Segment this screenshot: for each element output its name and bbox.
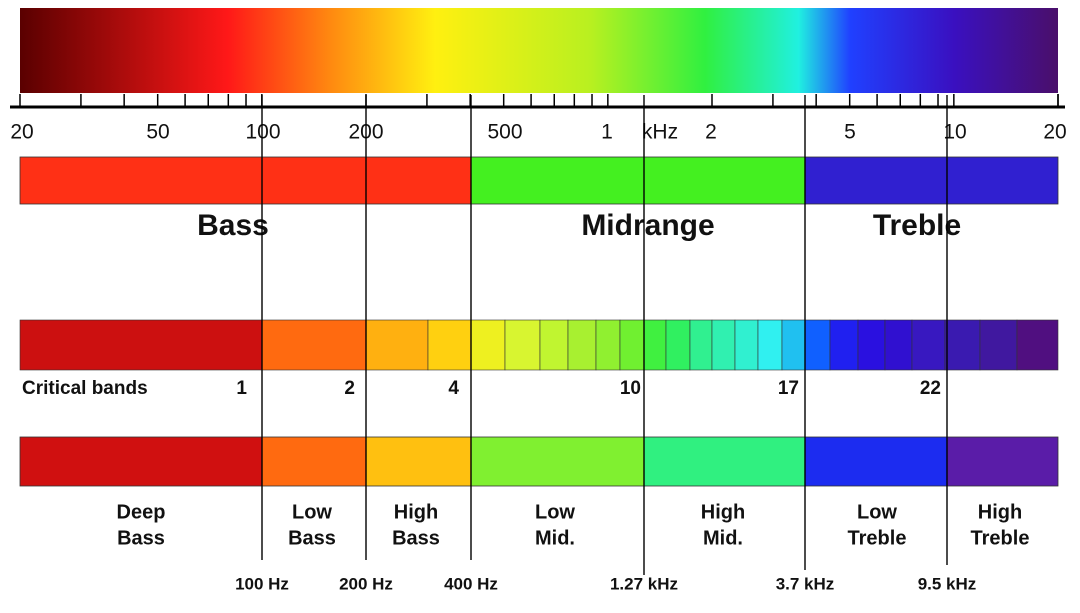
sub-band-label: Low [535, 501, 575, 523]
sub-band [19, 436, 263, 487]
critical-band [427, 319, 472, 371]
critical-band-number: 10 [620, 378, 641, 399]
critical-band [689, 319, 713, 371]
sub-band-label: Deep [117, 501, 166, 523]
spectrum-gradient [20, 8, 1058, 93]
critical-band [804, 319, 831, 371]
critical-band [944, 319, 981, 371]
sub-band-label: Low [292, 501, 332, 523]
sub-band [261, 436, 367, 487]
critical-band [711, 319, 736, 371]
critical-band [734, 319, 759, 371]
sub-band-label: Mid. [535, 527, 575, 549]
sub-band-label: Bass [117, 527, 165, 549]
critical-band-number: 1 [236, 378, 247, 399]
critical-band [539, 319, 569, 371]
sub-band-label: Treble [971, 527, 1030, 549]
range-label: Midrange [581, 209, 714, 242]
scale-label: 2 [705, 121, 717, 144]
sub-band [470, 436, 645, 487]
critical-band [979, 319, 1018, 371]
critical-band [857, 319, 886, 371]
boundary-label: 1.27 kHz [610, 574, 678, 593]
sub-band-label: High [701, 501, 745, 523]
range-bar [19, 156, 472, 205]
sub-band [643, 436, 806, 487]
scale-label: 500 [487, 121, 522, 144]
critical-band-number: 22 [920, 378, 941, 399]
boundary-label: 100 Hz [235, 574, 289, 593]
critical-band [595, 319, 621, 371]
sub-band-label: Low [857, 501, 897, 523]
critical-band [643, 319, 667, 371]
boundary-label: 9.5 kHz [918, 574, 977, 593]
critical-band [665, 319, 691, 371]
sub-band-label: High [394, 501, 438, 523]
critical-band [619, 319, 645, 371]
scale-label: 20 [10, 121, 33, 144]
critical-band-number: 17 [778, 378, 799, 399]
critical-band-number: 2 [344, 378, 355, 399]
scale-label: 20 [1043, 121, 1066, 144]
critical-band [261, 319, 367, 371]
boundary-label: 400 Hz [444, 574, 498, 593]
range-label: Treble [873, 209, 961, 242]
critical-band [365, 319, 429, 371]
critical-band-number: 4 [448, 378, 459, 399]
range-label: Bass [197, 209, 269, 242]
scale-label: 100 [245, 121, 280, 144]
critical-band [757, 319, 783, 371]
sub-band-label: Treble [848, 527, 907, 549]
scale-label: 50 [146, 121, 169, 144]
scale-label: 5 [844, 121, 856, 144]
scale-label: 10 [943, 121, 966, 144]
sub-band-label: Mid. [703, 527, 743, 549]
critical-band [884, 319, 913, 371]
critical-band [829, 319, 859, 371]
critical-band [470, 319, 506, 371]
range-bar [470, 156, 806, 205]
critical-band [19, 319, 263, 371]
critical-band [1016, 319, 1059, 371]
boundary-label: 200 Hz [339, 574, 393, 593]
critical-band [911, 319, 946, 371]
sub-band-label: Bass [288, 527, 336, 549]
sub-band [804, 436, 948, 487]
boundary-label: 3.7 kHz [776, 574, 835, 593]
critical-band [781, 319, 806, 371]
critical-bands-title: Critical bands [22, 378, 148, 399]
sub-band [946, 436, 1059, 487]
critical-band [504, 319, 541, 371]
scale-label: kHz [642, 121, 678, 144]
sub-band-label: High [978, 501, 1022, 523]
sub-band [365, 436, 472, 487]
range-bar [804, 156, 1059, 205]
sub-band-label: Bass [392, 527, 440, 549]
scale-label: 1 [601, 121, 613, 144]
critical-band [567, 319, 597, 371]
